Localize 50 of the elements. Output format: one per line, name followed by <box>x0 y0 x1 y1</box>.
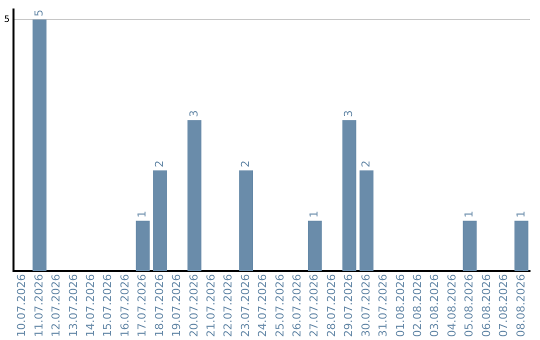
x-tick-label: 24.07.2026 <box>256 274 270 338</box>
data-label: 1 <box>514 210 528 218</box>
x-tick-label: 23.07.2026 <box>238 274 252 338</box>
data-label: 1 <box>462 210 476 218</box>
data-label: 2 <box>238 160 252 168</box>
x-tick-label: 28.07.2026 <box>324 274 338 338</box>
x-tick-label: 02.08.2026 <box>411 274 424 338</box>
bar <box>187 120 202 272</box>
x-tick-label: 20.07.2026 <box>187 274 200 338</box>
x-tick-label: 18.07.2026 <box>152 274 166 338</box>
x-tick-label: 10.07.2026 <box>15 274 28 338</box>
data-label: 3 <box>187 110 200 118</box>
x-tick-label: 05.08.2026 <box>462 274 476 338</box>
x-tick-label: 07.08.2026 <box>497 274 510 338</box>
data-label: 1 <box>308 210 321 218</box>
bar <box>239 170 253 272</box>
x-tick-label: 22.07.2026 <box>222 274 235 338</box>
bar <box>308 220 322 272</box>
x-tick-label: 27.07.2026 <box>308 274 321 338</box>
x-tick-label: 17.07.2026 <box>136 274 149 338</box>
bar <box>32 19 46 272</box>
x-tick-label: 25.07.2026 <box>273 274 286 338</box>
bar <box>136 220 150 272</box>
bar <box>342 120 356 272</box>
x-tick-label: 29.07.2026 <box>342 274 356 338</box>
x-tick-label: 26.07.2026 <box>290 274 304 338</box>
data-label: 1 <box>136 210 149 218</box>
data-label: 2 <box>359 160 372 168</box>
x-tick-label: 21.07.2026 <box>204 274 218 338</box>
data-label: 2 <box>152 160 166 168</box>
x-tick-label: 08.08.2026 <box>514 274 528 338</box>
x-tick-label: 16.07.2026 <box>118 274 132 338</box>
x-tick-label: 04.08.2026 <box>445 274 458 338</box>
x-tick-label: 31.07.2026 <box>376 274 390 338</box>
x-tick-label: 01.08.2026 <box>394 274 407 338</box>
data-label: 3 <box>342 110 356 118</box>
x-tick-label: 12.07.2026 <box>50 274 63 338</box>
x-tick-label: 06.08.2026 <box>480 274 493 338</box>
bar <box>514 220 528 272</box>
x-tick-label: 19.07.2026 <box>170 274 184 338</box>
x-tick-label: 11.07.2026 <box>32 274 46 338</box>
x-tick-label: 13.07.2026 <box>66 274 80 338</box>
data-label: 5 <box>32 9 46 16</box>
x-tick-label: 15.07.2026 <box>101 274 114 338</box>
x-tick-label: 03.08.2026 <box>428 274 442 338</box>
bar <box>462 220 477 272</box>
x-tick-label: 30.07.2026 <box>359 274 372 338</box>
x-tick-label: 14.07.2026 <box>84 274 98 338</box>
bar <box>153 170 167 272</box>
bar <box>360 170 374 272</box>
